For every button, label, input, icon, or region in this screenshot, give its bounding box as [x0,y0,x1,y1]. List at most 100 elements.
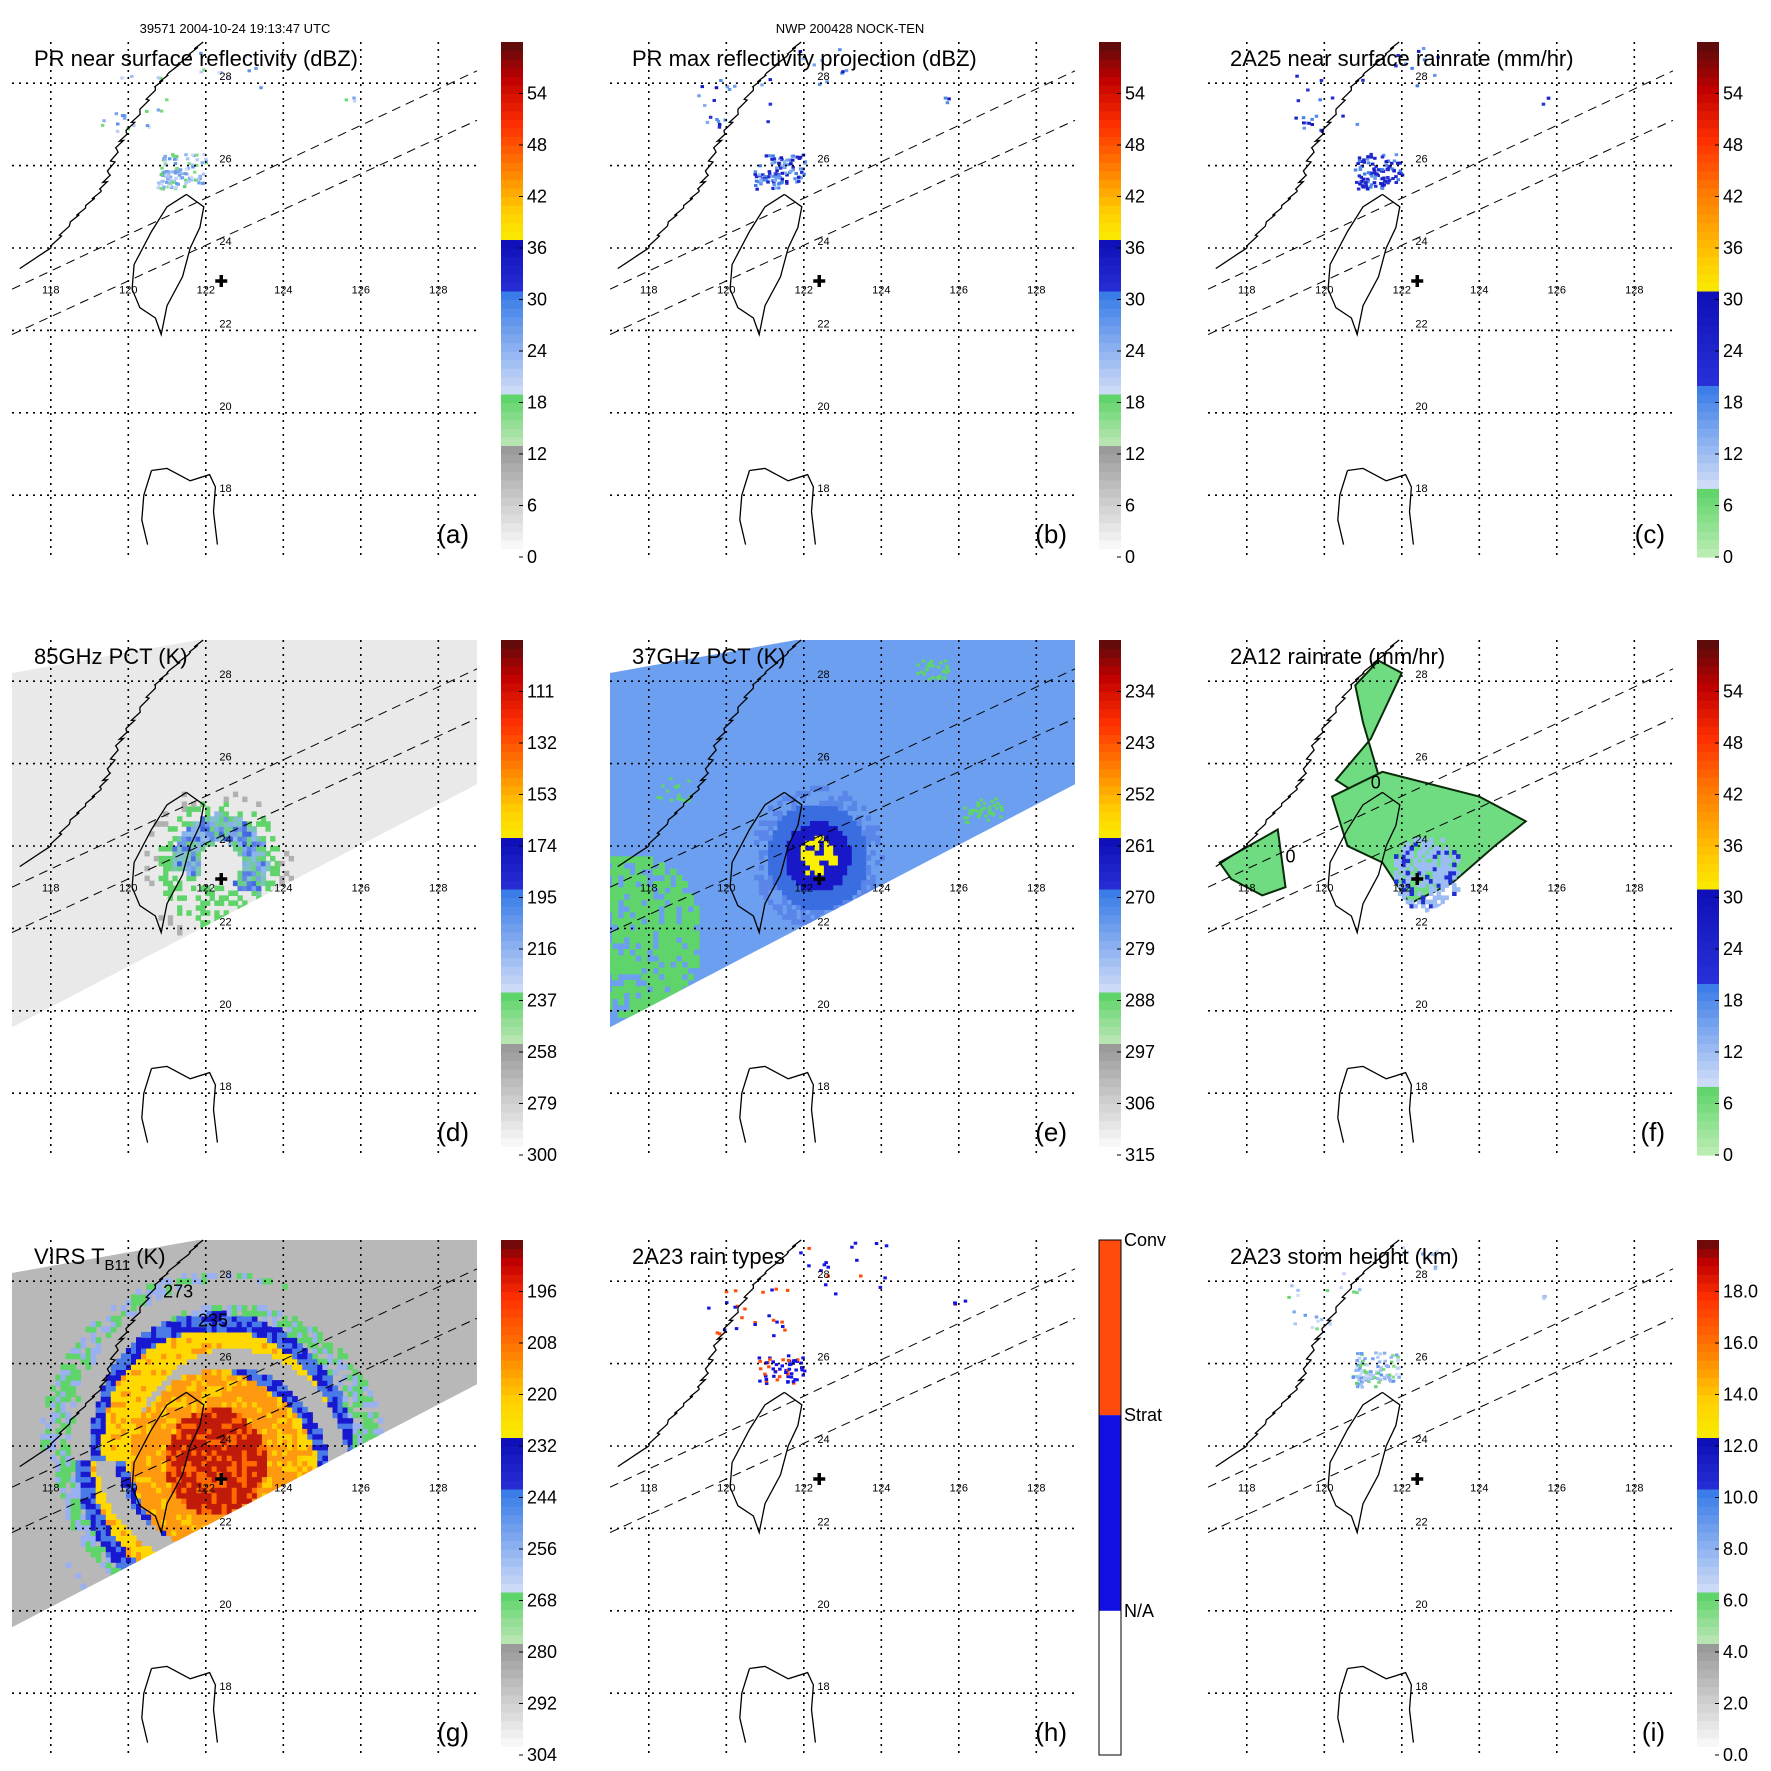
field-cell [50,1412,56,1419]
field-cell [70,1401,77,1408]
field-cell [181,1321,187,1328]
field-cell [810,805,816,812]
lon-tick-label: 120 [119,882,137,894]
colorbar-label: 195 [527,888,557,908]
field-cell [805,869,811,876]
colorbar-swatch [501,531,523,541]
rain-pixel [1307,121,1311,125]
field-cell [800,865,806,871]
field-cell [181,1471,187,1478]
field-cell [231,1439,238,1445]
field-cell [196,1567,202,1574]
field-cell [687,973,694,981]
field-cell [865,815,872,821]
rain-pixel [803,160,808,164]
field-cell [246,1535,253,1542]
rain-pixel [204,157,208,161]
field-cell [171,1535,177,1542]
field-cell [652,998,659,1006]
field-cell [125,1396,132,1403]
rain-pixel [1398,161,1402,165]
field-cell [237,831,243,837]
rain-pixel [1294,116,1298,120]
colorbar-swatch [1099,248,1121,258]
field-cell [1440,883,1445,888]
field-cell [141,1374,147,1381]
field-cell [246,1562,253,1569]
field-cell [181,1358,187,1365]
field-cell [768,820,774,826]
field-cell [131,1390,137,1397]
field-cell [277,1471,283,1478]
field-cell [828,869,834,876]
field-cell [166,1342,172,1349]
field-cell [205,841,211,847]
field-cell [156,1578,162,1585]
field-cell [177,925,183,931]
field-cell [800,790,806,797]
field-cell [641,998,648,1006]
rain-pixel [1365,157,1370,161]
field-cell [805,894,811,901]
lon-tick-label: 122 [1393,284,1411,296]
field-cell [272,1481,278,1488]
field-cell [196,1572,202,1579]
field-cell [176,1433,182,1440]
field-cell [236,1321,243,1328]
field-cell [90,1433,97,1440]
field-cell [141,1337,147,1344]
field-cell [1401,879,1407,884]
rain-pixel [676,784,681,788]
colorbar-swatch [1697,1009,1719,1019]
field-cell [65,1433,72,1440]
rain-pixel [767,154,772,158]
colorbar-swatch [1697,708,1719,718]
field-cell [186,1406,192,1413]
colorbar-swatch [1099,1103,1121,1113]
field-cell [246,905,253,911]
field-cell [823,810,830,817]
colorbar-swatch [501,751,523,761]
field-cell [125,1556,132,1563]
field-cell [777,869,783,876]
field-cell [251,1326,258,1333]
field-cell [782,815,788,821]
field-cell [261,1540,268,1547]
field-cell [227,1632,233,1638]
field-cell [232,1632,238,1638]
field-cell [297,1460,303,1467]
field-cell [95,1530,102,1536]
rain-pixel [786,163,790,167]
field-cell [1432,895,1438,901]
field-cell [292,1562,298,1569]
field-cell [85,1524,92,1531]
field-cell [1421,858,1426,864]
field-cell [1425,846,1430,851]
field-cell [287,1514,293,1520]
field-cell [1425,854,1430,859]
field-cell [256,1396,263,1403]
field-cell [595,906,601,913]
rain-pixel [1295,74,1299,78]
field-cell [800,909,806,915]
rain-pixel [193,170,197,174]
field-cell [312,1465,318,1472]
field-cell [201,1315,208,1322]
field-cell [571,881,577,888]
field-cell [681,905,689,913]
field-cell [191,1530,197,1536]
field-cell [256,1455,263,1462]
lat-tick-label: 28 [1415,669,1427,681]
field-cell [272,1583,278,1590]
field-cell [221,1562,228,1569]
field-cell [236,1594,243,1601]
field-cell [236,1331,243,1338]
colorbar-swatch [1099,674,1121,684]
field-cell [105,1433,112,1440]
field-cell [260,865,267,872]
field-cell [272,1449,278,1456]
field-cell [256,841,262,847]
rain-pixel [168,175,173,179]
field-cell [131,1578,137,1585]
lat-tick-label: 22 [219,916,231,928]
